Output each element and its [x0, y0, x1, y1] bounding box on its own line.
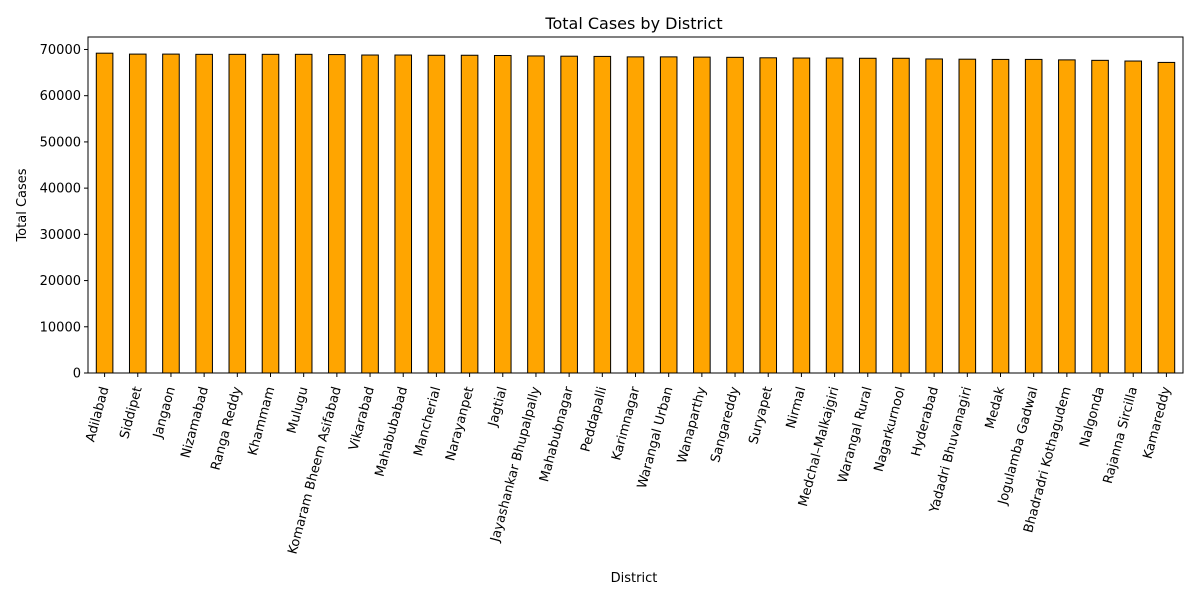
x-tick-label: Ranga Reddy	[208, 385, 245, 472]
x-tick-label: Rajanna Sircilla	[1101, 385, 1141, 485]
bar-15	[593, 55, 612, 374]
bar-22	[825, 57, 844, 374]
bars-group	[95, 52, 1176, 374]
bar-11	[460, 54, 479, 374]
bar-0	[95, 52, 114, 374]
bar-6	[294, 53, 313, 374]
x-tick-label: Warangal Rural	[835, 385, 875, 485]
bar-31	[1124, 60, 1143, 374]
bar-28	[1024, 58, 1043, 374]
bar-21	[792, 57, 811, 374]
bar-12	[493, 54, 512, 374]
x-tick-label: Karimnagar	[609, 385, 643, 463]
x-axis-label: District	[611, 571, 658, 586]
x-tick-label: Peddapalli	[578, 385, 610, 454]
x-tick-label: Suryapet	[746, 385, 776, 446]
x-tick-label: Mancherial	[411, 385, 444, 458]
bar-7	[328, 54, 346, 374]
x-tick-label: Mulugu	[285, 385, 312, 435]
bar-5	[261, 53, 280, 374]
bar-13	[527, 55, 545, 374]
bar-8	[361, 54, 379, 374]
bar-24	[892, 57, 910, 374]
x-tick-label: Hyderabad	[909, 385, 942, 458]
y-tick-label: 40000	[40, 182, 81, 197]
y-tick-label: 20000	[40, 274, 81, 289]
y-axis-label: Total Cases	[15, 168, 30, 242]
x-tick-label: Nirmal	[784, 385, 810, 430]
x-tick-label: Siddipet	[117, 385, 145, 440]
bar-17	[659, 56, 678, 374]
x-tick-label: Kamareddy	[1141, 385, 1175, 461]
x-tick-label: Narayanpet	[443, 385, 477, 463]
x-tick-label: Nalgonda	[1077, 385, 1108, 449]
x-tick-label: Adilabad	[83, 385, 112, 444]
y-tick-label: 0	[73, 367, 81, 382]
chart-title: Total Cases by District	[544, 14, 722, 33]
x-tick-label: Jangaon	[150, 385, 178, 441]
x-tick-label: Mahabubabad	[373, 385, 411, 478]
bar-14	[560, 55, 578, 374]
y-tick-label: 70000	[40, 43, 81, 58]
x-tick-label: Mahabubnagar	[537, 385, 577, 484]
bar-25	[925, 58, 943, 374]
x-tick-label: Nagarkurnool	[872, 385, 909, 473]
x-tick-label: Vikarabad	[347, 385, 378, 452]
bar-9	[394, 54, 413, 374]
bar-19	[726, 56, 744, 374]
y-axis-ticks: 0 10000 20000 30000 40000 50000 60000 70000	[40, 43, 88, 382]
bar-29	[1058, 59, 1076, 374]
bar-20	[759, 57, 778, 374]
x-tick-label: Nizamabad	[179, 385, 212, 460]
plot-frame	[87, 36, 1184, 374]
x-tick-label: Wanaparthy	[675, 385, 710, 465]
x-tick-label: Medak	[983, 385, 1009, 431]
x-tick-label: Sangareddy	[708, 385, 743, 464]
bar-18	[693, 56, 711, 374]
y-tick-label: 10000	[40, 320, 81, 335]
x-tick-label: Jagtial	[485, 385, 510, 429]
y-tick-label: 60000	[40, 89, 81, 104]
bar-32	[1157, 61, 1176, 374]
y-tick-label: 30000	[40, 228, 81, 243]
bar-1	[128, 53, 147, 374]
bar-2	[162, 53, 180, 374]
bar-23	[858, 57, 877, 374]
bar-30	[1091, 59, 1109, 374]
bar-4	[228, 53, 247, 374]
bar-27	[991, 58, 1010, 374]
x-tick-label: Warangal Urban	[635, 385, 677, 490]
bar-3	[195, 53, 213, 374]
bar-26	[958, 58, 977, 374]
bar-10	[427, 54, 446, 374]
bar-16	[626, 56, 645, 374]
x-tick-label: Khammam	[246, 385, 279, 457]
y-tick-label: 50000	[40, 135, 81, 150]
